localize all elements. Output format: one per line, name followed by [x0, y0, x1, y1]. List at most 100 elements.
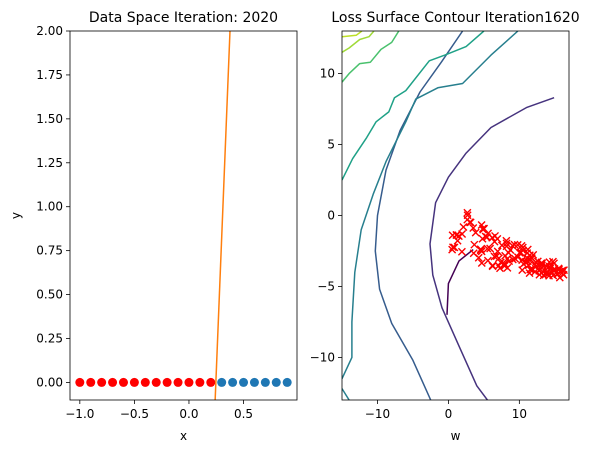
contour-line [342, 31, 485, 181]
trajectory-marker [538, 259, 547, 268]
data-space-y-ticks: 0.00 0.25 0.50 0.75 1.00 1.25 1.50 1.75 2.00 [36, 24, 70, 389]
trajectory-marker [493, 234, 502, 243]
data-space-y-tick-label: 0.75 [36, 244, 63, 258]
data-space-y-tick-label: 1.00 [36, 200, 63, 214]
loss-surface-frame [341, 30, 570, 401]
loss-surface-panel: Loss Surface Contour Iteration1620 −10 0 1… [310, 10, 580, 443]
data-space-y-tick-label: 1.75 [36, 68, 63, 82]
data-point [75, 377, 85, 387]
trajectory-marker [504, 248, 513, 257]
data-space-y-tick-label: 2.00 [36, 24, 63, 38]
data-space-y-tick-label: 1.25 [36, 156, 63, 170]
data-point [228, 377, 238, 387]
data-space-x-ticks: −1.0 −0.5 0.0 0.5 [65, 400, 253, 421]
loss-surface-y-tick-label: −10 [310, 350, 335, 364]
data-point [206, 377, 216, 387]
loss-surface-x-tick-label: −10 [365, 407, 390, 421]
data-space-x-tick-label: 0.5 [234, 407, 253, 421]
data-point [97, 377, 107, 387]
trajectory-marker [531, 267, 540, 276]
loss-surface-y-tick-label: 5 [327, 138, 335, 152]
trajectory-marker [503, 263, 512, 272]
trajectory-marker [459, 223, 468, 232]
trajectory-marker [537, 261, 546, 270]
contour-line [342, 31, 519, 380]
data-point [173, 377, 183, 387]
contour-line [429, 96, 555, 400]
data-point [108, 377, 118, 387]
data-space-y-label: y [9, 212, 23, 219]
contour-line [446, 249, 474, 315]
data-space-x-tick-label: 0.0 [179, 407, 198, 421]
trajectory-marker [450, 243, 459, 252]
data-space-y-tick-label: 0.25 [36, 332, 63, 346]
trajectory-marker [463, 215, 472, 224]
data-space-frame [69, 30, 298, 401]
trajectory-marker [463, 208, 472, 217]
trajectory-marker [486, 244, 495, 253]
trajectory-marker [508, 255, 517, 264]
data-space-panel: Data Space Iteration: 2020 −1.0 −0.5 0.0 0.… [9, 10, 298, 443]
loss-surface-x-label: w [451, 429, 461, 443]
data-space-y-tick-label: 1.50 [36, 112, 63, 126]
data-point [184, 377, 194, 387]
trajectory-marker [510, 240, 519, 249]
trajectory-marker [517, 241, 526, 250]
loss-surface-x-ticks: −10 0 10 [365, 400, 527, 421]
data-point [195, 377, 205, 387]
trajectory-marker [470, 240, 479, 249]
loss-surface-y-tick-label: −5 [317, 279, 335, 293]
data-point [239, 377, 249, 387]
data-point [86, 377, 96, 387]
data-point [140, 377, 150, 387]
trajectory-marker [453, 236, 462, 245]
data-point [260, 377, 270, 387]
trajectory-marker [518, 266, 527, 275]
data-space-x-label: x [180, 429, 187, 443]
loss-surface-title: Loss Surface Contour Iteration1620 [331, 10, 579, 26]
trajectory-marker [452, 230, 461, 239]
contour-line [342, 31, 400, 83]
trajectory-marker [477, 247, 486, 256]
trajectory-marker [515, 248, 524, 257]
loss-surface-y-tick-label: 0 [327, 209, 335, 223]
loss-surface-y-ticks: −10 −5 0 5 10 [310, 67, 342, 364]
data-space-title: Data Space Iteration: 2020 [89, 10, 278, 26]
data-point [162, 377, 172, 387]
contour-line [342, 31, 375, 53]
trajectory-marker [502, 236, 511, 245]
data-point [151, 377, 161, 387]
data-point [249, 377, 259, 387]
data-point [271, 377, 281, 387]
trajectory-marker [529, 250, 538, 259]
trajectory-marker [469, 223, 478, 232]
loss-surface-marks [342, 31, 568, 400]
trajectory-marker [474, 253, 483, 262]
trajectory-marker [550, 264, 559, 273]
trajectory-marker [555, 273, 564, 282]
trajectory-marker [483, 244, 492, 253]
data-point [282, 377, 292, 387]
trajectory-marker [448, 243, 457, 252]
contour-line [374, 31, 464, 400]
trajectory-marker [524, 261, 533, 270]
data-point [217, 377, 227, 387]
data-space-y-tick-label: 0.50 [36, 288, 63, 302]
trajectory-marker [513, 253, 522, 262]
data-space-marks [75, 31, 292, 400]
trajectory-marker [457, 247, 466, 256]
trajectory-marker [502, 239, 511, 248]
data-space-x-tick-label: −0.5 [120, 407, 149, 421]
trajectory-marker [471, 228, 480, 237]
trajectory-marker [477, 259, 486, 268]
trajectory-marker [499, 261, 508, 270]
loss-surface-x-tick-label: 0 [445, 407, 453, 421]
trajectory-marker [454, 232, 463, 241]
trajectory-marker [545, 262, 554, 271]
data-point [118, 377, 128, 387]
decision-boundary-line [214, 31, 231, 400]
trajectory-marker [476, 245, 485, 254]
data-space-y-tick-label: 0.00 [36, 375, 63, 389]
loss-surface-y-tick-label: 10 [320, 67, 335, 81]
